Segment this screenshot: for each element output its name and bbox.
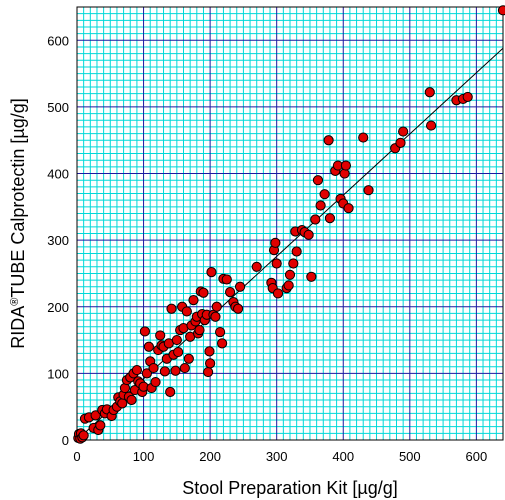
data-points xyxy=(73,5,505,444)
data-point xyxy=(315,200,326,211)
x-tick-label: 300 xyxy=(266,449,288,464)
x-tick-label: 400 xyxy=(332,449,354,464)
data-point xyxy=(232,303,244,314)
x-tick-label: 200 xyxy=(199,449,221,464)
data-point xyxy=(395,137,406,148)
data-point xyxy=(150,376,161,388)
x-axis-tick-labels: 0 100 200 300 400 500 600 xyxy=(73,449,487,464)
data-point xyxy=(139,326,150,337)
plot-frame xyxy=(76,6,504,441)
data-point xyxy=(198,287,209,298)
data-point xyxy=(340,160,352,171)
minor-gridlines xyxy=(77,6,504,440)
data-point xyxy=(306,271,317,282)
data-point xyxy=(166,303,177,314)
data-point xyxy=(215,326,226,338)
data-point xyxy=(126,394,137,406)
data-point xyxy=(224,287,236,298)
x-tick-label: 500 xyxy=(399,449,421,464)
data-point xyxy=(155,330,166,341)
data-point xyxy=(234,281,246,292)
x-tick-label: 0 xyxy=(73,449,80,464)
data-point xyxy=(323,135,334,146)
y-tick-label: 200 xyxy=(47,300,69,315)
data-point xyxy=(217,338,228,349)
y-tick-label: 500 xyxy=(47,100,69,115)
y-axis-title-part2: TUBE Calprotectin [µg/g] xyxy=(8,98,28,297)
data-point xyxy=(319,189,330,200)
data-point xyxy=(143,341,154,352)
major-gridlines xyxy=(76,7,503,441)
data-point xyxy=(165,386,176,398)
data-point xyxy=(131,364,143,376)
y-tick-label: 0 xyxy=(62,433,69,448)
data-point xyxy=(141,368,152,379)
data-point xyxy=(343,203,354,214)
data-point xyxy=(284,269,296,280)
data-point xyxy=(272,288,284,299)
data-point xyxy=(288,258,299,269)
data-point xyxy=(398,126,409,137)
data-point xyxy=(221,274,232,285)
data-point xyxy=(303,229,314,240)
y-tick-label: 600 xyxy=(47,33,69,48)
data-point xyxy=(291,246,302,257)
data-point xyxy=(424,87,435,98)
data-point xyxy=(78,430,89,441)
data-point xyxy=(462,91,473,103)
x-tick-label: 100 xyxy=(133,449,155,464)
data-point xyxy=(171,334,182,346)
data-point xyxy=(188,295,199,306)
data-point xyxy=(270,237,281,248)
data-point xyxy=(251,261,262,272)
data-point xyxy=(95,420,106,431)
y-axis-title: RIDA®TUBE Calprotectin [µg/g] xyxy=(8,98,28,349)
data-point xyxy=(205,358,216,369)
y-tick-label: 100 xyxy=(47,366,69,381)
data-point xyxy=(363,185,374,196)
y-axis-title-part1: RIDA xyxy=(8,306,28,349)
y-tick-label: 400 xyxy=(47,167,69,182)
data-point xyxy=(90,410,101,421)
data-point xyxy=(204,346,215,357)
y-axis-tick-labels: 0 100 200 300 400 500 600 xyxy=(47,33,69,448)
data-point xyxy=(210,311,221,322)
y-tick-label: 300 xyxy=(47,233,69,248)
data-point xyxy=(179,362,190,374)
x-axis-title: Stool Preparation Kit [µg/g] xyxy=(182,478,398,498)
data-point xyxy=(271,258,282,269)
data-point xyxy=(170,365,181,376)
data-point xyxy=(312,175,324,186)
data-point xyxy=(206,267,217,278)
data-point xyxy=(203,366,214,378)
data-point xyxy=(183,353,194,364)
data-point xyxy=(159,366,170,377)
data-point xyxy=(194,324,205,336)
data-point xyxy=(497,5,505,16)
data-point xyxy=(148,362,159,374)
data-point xyxy=(283,280,294,291)
data-point xyxy=(426,120,437,131)
data-point xyxy=(358,132,369,143)
data-point xyxy=(173,346,184,358)
data-point xyxy=(211,301,222,312)
data-point xyxy=(181,306,192,317)
y-axis-title-superscript: ® xyxy=(9,298,21,306)
data-point xyxy=(310,214,321,225)
data-point xyxy=(324,213,336,224)
x-tick-label: 600 xyxy=(466,449,488,464)
